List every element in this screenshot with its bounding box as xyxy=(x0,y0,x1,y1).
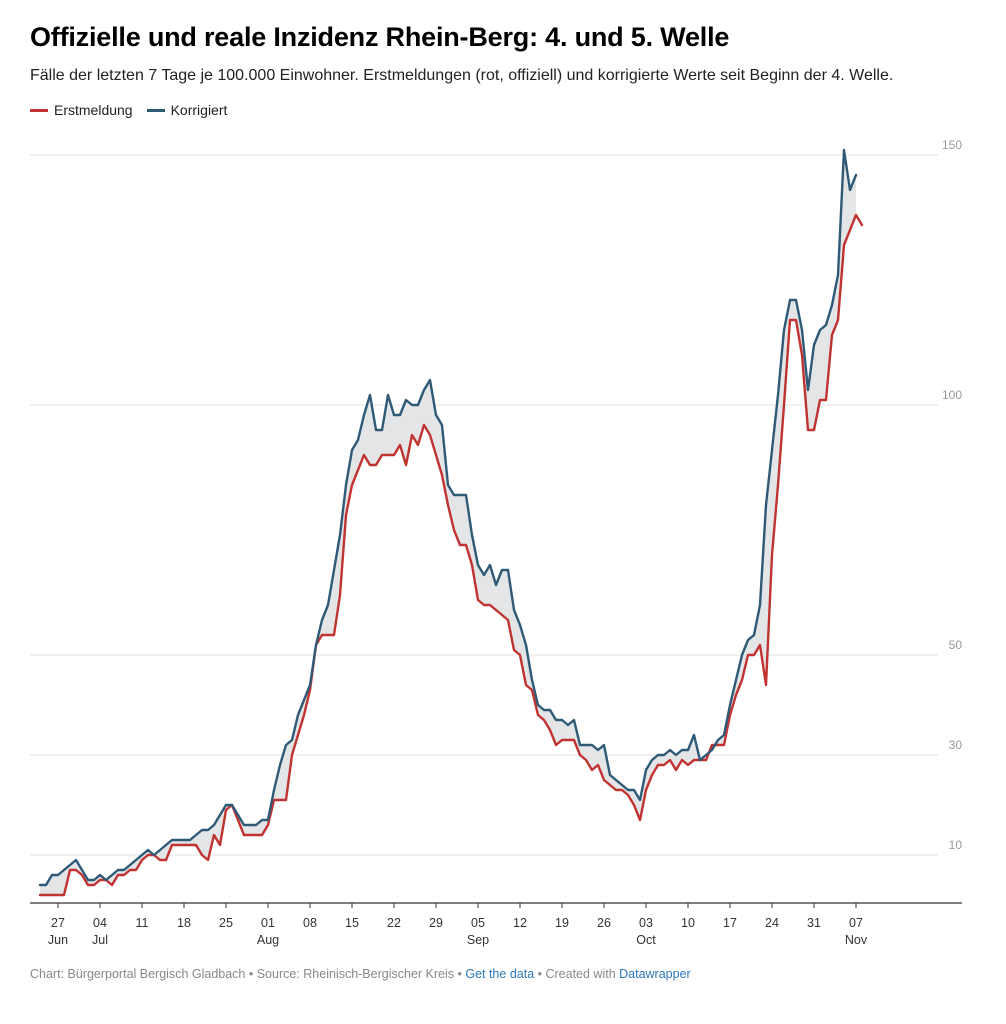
x-tick-label: 29 xyxy=(429,916,443,930)
x-tick-label: 24 xyxy=(765,916,779,930)
x-tick-label: 17 xyxy=(723,916,737,930)
x-tick-label: 10 xyxy=(681,916,695,930)
x-tick-label: 03 xyxy=(639,916,653,930)
series-lines xyxy=(38,148,864,897)
x-tick-label: 19 xyxy=(555,916,569,930)
datawrapper-link[interactable]: Datawrapper xyxy=(619,967,691,981)
y-tick-label-100: 100 xyxy=(942,388,962,402)
x-tick-label: 07 xyxy=(849,916,863,930)
x-tick-label: 27 xyxy=(51,916,65,930)
x-tick-label: 25 xyxy=(219,916,233,930)
x-tick-label: 18 xyxy=(177,916,191,930)
x-tick-month-label: Sep xyxy=(467,933,489,947)
x-tick-label: 15 xyxy=(345,916,359,930)
gap-area xyxy=(40,150,856,895)
x-tick-label: 08 xyxy=(303,916,317,930)
grid-layer xyxy=(30,154,938,856)
legend-label-korrigiert: Korrigiert xyxy=(170,102,228,118)
get-the-data-link[interactable]: Get the data xyxy=(465,967,535,981)
y-axis-labels: 10 30 50 100 150 xyxy=(942,138,962,852)
chart-subtitle: Fälle der letzten 7 Tage je 100.000 Einw… xyxy=(30,67,894,84)
x-tick-month-label: Jun xyxy=(48,933,68,947)
chart-legend: Erstmeldung Korrigiert xyxy=(30,102,227,118)
legend-label-erstmeldung: Erstmeldung xyxy=(54,102,133,118)
legend-item-korrigiert: Korrigiert xyxy=(146,102,228,118)
series-line-korrigiert xyxy=(38,148,858,887)
x-tick-label: 01 xyxy=(261,916,275,930)
chart-title: Offizielle und reale Inzidenz Rhein-Berg… xyxy=(30,22,730,52)
y-tick-label-10: 10 xyxy=(949,838,963,852)
y-tick-label-50: 50 xyxy=(949,638,963,652)
x-tick-month-label: Jul xyxy=(92,933,108,947)
x-tick-month-label: Nov xyxy=(845,933,868,947)
x-tick-label: 31 xyxy=(807,916,821,930)
x-tick-label: 05 xyxy=(471,916,485,930)
line-chart: 10 30 50 100 150 27 Jun 04 Jul 11 18 25 01 Aug 08 15 22… xyxy=(30,138,962,947)
y-tick-label-150: 150 xyxy=(942,138,962,152)
x-tick-month-label: Aug xyxy=(257,933,279,947)
footer-separator: • Created with xyxy=(534,967,620,981)
legend-swatch-erstmeldung xyxy=(30,108,48,112)
x-tick-label: 26 xyxy=(597,916,611,930)
x-axis-ticks: 27 Jun 04 Jul 11 18 25 01 Aug 08 15 22 29 05 Sep 12 19 26… xyxy=(48,903,868,947)
x-tick-label: 12 xyxy=(513,916,527,930)
legend-item-erstmeldung: Erstmeldung xyxy=(30,102,133,118)
x-tick-label: 04 xyxy=(93,916,107,930)
series-line-erstmeldung xyxy=(38,213,864,897)
y-tick-label-30: 30 xyxy=(949,738,963,752)
x-tick-label: 11 xyxy=(136,916,149,930)
footer-source-text: Chart: Bürgerportal Bergisch Gladbach • … xyxy=(30,967,466,981)
legend-swatch-korrigiert xyxy=(146,108,165,112)
x-tick-month-label: Oct xyxy=(636,933,656,947)
x-tick-label: 22 xyxy=(387,916,401,930)
chart-footer: Chart: Bürgerportal Bergisch Gladbach • … xyxy=(30,967,691,981)
